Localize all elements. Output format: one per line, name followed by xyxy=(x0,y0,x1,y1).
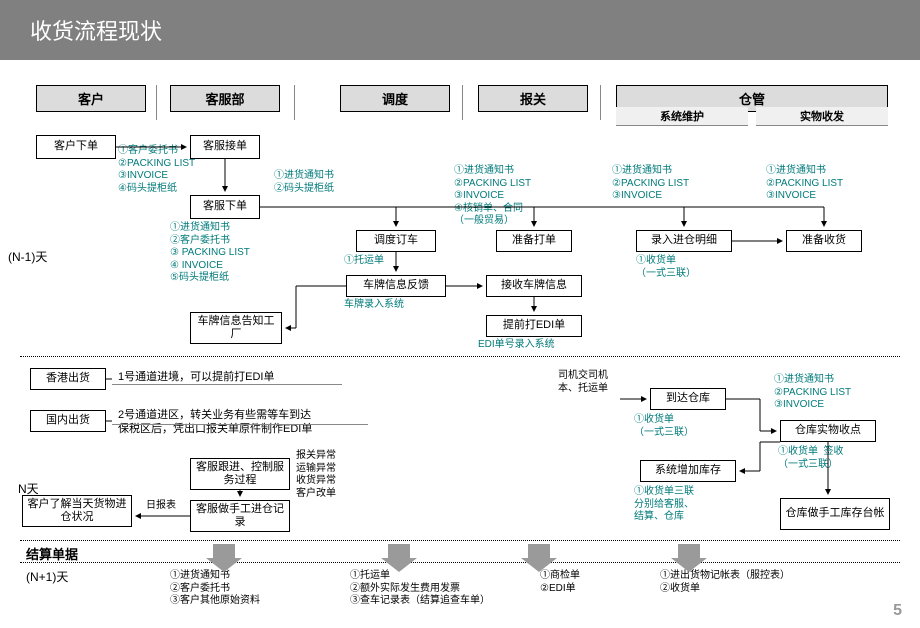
note-n12: ①收货单 （一式三联） xyxy=(634,414,694,439)
node-cs-receive: 客服接单 xyxy=(190,135,260,159)
divider xyxy=(20,356,900,357)
route2-text: 2号通道进区，转关业务有些需等车到达 保税区后，凭出口报关单原件制作EDI单 xyxy=(118,408,312,437)
divider xyxy=(600,85,601,120)
node-cust-status: 客户了解当天货物进仓状况 xyxy=(22,495,132,527)
route1-line xyxy=(112,384,342,385)
col-customs: 报关 xyxy=(478,85,588,112)
note-driver: 司机交司机 本、托运单 xyxy=(558,370,608,395)
col-sysmaint: 系统维护 xyxy=(616,107,748,126)
note-n11: ①进货通知书 ②PACKING LIST ③INVOICE xyxy=(774,374,851,412)
divider xyxy=(462,85,463,120)
node-recv-plate: 接收车牌信息 xyxy=(486,275,582,297)
divider xyxy=(294,85,295,120)
node-dispatch-car: 调度订车 xyxy=(356,230,436,252)
col-dispatch: 调度 xyxy=(340,85,450,112)
node-plate-inform: 车牌信息告知工厂 xyxy=(190,312,282,344)
node-arrive-wh: 到达仓库 xyxy=(650,388,726,410)
note-daily: 日报表 xyxy=(146,500,176,513)
lane-nplus1: (N+1)天 xyxy=(26,568,68,585)
footer-f3: ①商检单 ②EDI单 xyxy=(540,570,580,595)
note-n2: ①进货通知书 ②码头提柜纸 xyxy=(274,170,334,195)
route1-text: 1号通道进境，可以提前打EDI单 xyxy=(118,368,274,384)
lane-nminus1: (N-1)天 xyxy=(8,248,47,265)
divider xyxy=(20,540,900,541)
note-n9: EDI单号录入系统 xyxy=(478,339,555,352)
node-plate-feedback: 车牌信息反馈 xyxy=(346,275,446,297)
note-n4: ①进货通知书 ②PACKING LIST ③INVOICE ④核销单、合同 （一… xyxy=(454,165,531,228)
node-cs-order: 客服下单 xyxy=(190,195,260,219)
node-wh-count: 仓库实物收点 xyxy=(780,420,876,442)
footer-f4: ①进出货物记帐表（服控表） ②收货单 xyxy=(660,570,790,595)
note-n6: ①进货通知书 ②PACKING LIST ③INVOICE xyxy=(766,165,843,203)
node-sys-stock: 系统增加库存 xyxy=(640,460,736,482)
slide-number: 5 xyxy=(893,602,902,620)
divider xyxy=(156,85,157,120)
note-n13: ①收货单 签收 （一式三联） xyxy=(778,446,844,471)
col-cs: 客服部 xyxy=(170,85,280,112)
footer-f2: ①托运单 ②额外实际发生费用发票 ③查车记录表（结算追查车单） xyxy=(350,570,490,608)
node-cs-track: 客服跟进、控制服务过程 xyxy=(190,458,290,490)
node-cs-manual: 客服做手工进仓记录 xyxy=(190,500,290,532)
note-n8: 车牌录入系统 xyxy=(344,299,404,312)
note-n3: ①进货通知书 ②客户委托书 ③ PACKING LIST ④ INVOICE ⑤… xyxy=(170,222,250,285)
note-abnormal: 报关异常 运输异常 收货异常 客户改单 xyxy=(296,450,336,500)
note-n14: ①收货单三联 分别给客服、 结算、仓库 xyxy=(634,486,694,524)
note-n1: ①客户委托书 ②PACKING LIST ③INVOICE ④码头提柜纸 xyxy=(118,145,195,195)
node-prepare-recv: 准备收货 xyxy=(786,230,862,252)
divider xyxy=(20,562,900,563)
section-settle: 结算单据 xyxy=(26,544,78,563)
node-customer-order: 客户下单 xyxy=(36,135,116,159)
node-pre-edi: 提前打EDI单 xyxy=(486,315,582,337)
note-n7: ①托运单 xyxy=(344,255,384,268)
node-enter-detail: 录入进仓明细 xyxy=(636,230,732,252)
note-n5: ①进货通知书 ②PACKING LIST ③INVOICE xyxy=(612,165,689,203)
node-cn-ship: 国内出货 xyxy=(30,410,106,432)
page-title: 收货流程现状 xyxy=(0,0,920,60)
node-hk-ship: 香港出货 xyxy=(30,368,106,390)
col-physical: 实物收发 xyxy=(756,107,888,126)
note-n10: ①收货单 （一式三联） xyxy=(636,255,696,280)
node-wh-manual: 仓库做手工库存台帐 xyxy=(780,498,890,530)
footer-f1: ①进货通知书 ②客户委托书 ③客户其他原始资料 xyxy=(170,570,260,608)
col-customer: 客户 xyxy=(36,85,146,112)
route2-line xyxy=(112,424,368,425)
node-prepare-doc: 准备打单 xyxy=(496,230,572,252)
